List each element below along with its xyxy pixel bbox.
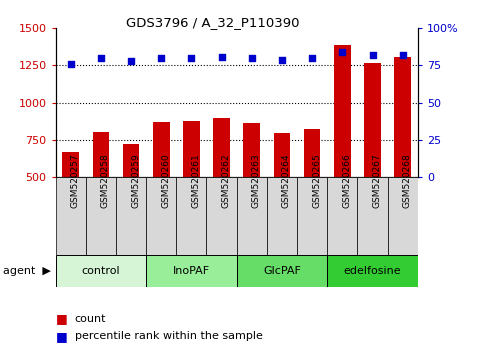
- Text: GSM520257: GSM520257: [71, 154, 80, 208]
- Point: [339, 49, 346, 55]
- Bar: [267, 177, 297, 255]
- Bar: [395, 57, 411, 251]
- Text: GlcPAF: GlcPAF: [263, 266, 301, 276]
- Bar: [327, 177, 357, 255]
- Point: [369, 52, 376, 58]
- Bar: [237, 177, 267, 255]
- Text: GSM520262: GSM520262: [222, 154, 230, 208]
- Point: [127, 58, 135, 64]
- Text: GSM520260: GSM520260: [161, 154, 170, 208]
- Bar: [327, 255, 418, 287]
- Bar: [388, 177, 418, 255]
- Bar: [116, 177, 146, 255]
- Bar: [146, 177, 176, 255]
- Bar: [176, 177, 207, 255]
- Text: GSM520264: GSM520264: [282, 154, 291, 208]
- Bar: [304, 130, 320, 251]
- Text: GSM520265: GSM520265: [312, 154, 321, 208]
- Bar: [207, 177, 237, 255]
- Bar: [153, 122, 170, 251]
- Bar: [334, 45, 351, 251]
- Text: ■: ■: [56, 330, 67, 343]
- Text: agent  ▶: agent ▶: [3, 266, 51, 276]
- Bar: [274, 133, 290, 251]
- Text: ■: ■: [56, 312, 67, 325]
- Text: count: count: [75, 314, 106, 324]
- Bar: [62, 152, 79, 251]
- Bar: [364, 63, 381, 251]
- Text: GSM520263: GSM520263: [252, 154, 261, 208]
- Bar: [56, 255, 146, 287]
- Text: edelfosine: edelfosine: [344, 266, 401, 276]
- Bar: [146, 255, 237, 287]
- Bar: [56, 177, 86, 255]
- Text: GSM520268: GSM520268: [403, 154, 412, 208]
- Bar: [357, 177, 388, 255]
- Bar: [123, 144, 139, 251]
- Bar: [93, 132, 109, 251]
- Point: [399, 52, 407, 58]
- Text: control: control: [82, 266, 120, 276]
- Text: GSM520258: GSM520258: [101, 154, 110, 208]
- Point: [187, 55, 195, 61]
- Text: GSM520259: GSM520259: [131, 154, 140, 208]
- Bar: [86, 177, 116, 255]
- Point: [278, 57, 286, 62]
- Point: [67, 61, 74, 67]
- Point: [248, 55, 256, 61]
- Point: [97, 55, 105, 61]
- Point: [308, 55, 316, 61]
- Text: GSM520266: GSM520266: [342, 154, 351, 208]
- Text: GDS3796 / A_32_P110390: GDS3796 / A_32_P110390: [126, 16, 299, 29]
- Point: [157, 55, 165, 61]
- Point: [218, 54, 226, 59]
- Bar: [297, 177, 327, 255]
- Text: GSM520261: GSM520261: [191, 154, 200, 208]
- Bar: [183, 121, 199, 251]
- Bar: [213, 118, 230, 251]
- Text: InoPAF: InoPAF: [173, 266, 210, 276]
- Bar: [243, 123, 260, 251]
- Text: GSM520267: GSM520267: [372, 154, 382, 208]
- Text: percentile rank within the sample: percentile rank within the sample: [75, 331, 263, 341]
- Bar: [237, 255, 327, 287]
